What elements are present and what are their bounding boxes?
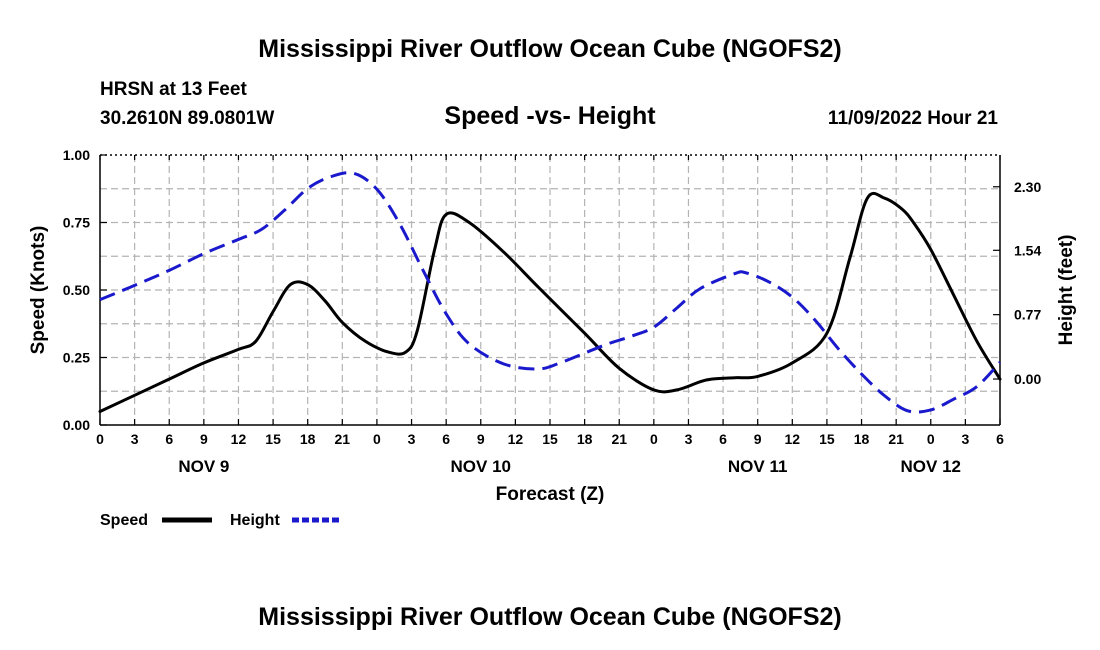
y2-tick-label: 0.00 [1014,371,1041,387]
forecast-datetime: 11/09/2022 Hour 21 [828,108,998,129]
x-tick-label: 3 [685,431,693,447]
x-tick-label: 15 [542,431,558,447]
x-tick-label: 9 [477,431,485,447]
x-tick-label: 12 [231,431,247,447]
x-tick-label: 21 [888,431,904,447]
station-name: HRSN at 13 Feet [100,79,247,100]
x-tick-label: 0 [927,431,935,447]
x-tick-label: 9 [200,431,208,447]
x-tick-label: 0 [96,431,104,447]
y2-tick-label: 2.30 [1014,179,1041,195]
y-tick-label: 0.75 [63,215,90,231]
y-tick-label: 1.00 [63,147,90,163]
x-tick-label: 3 [961,431,969,447]
x-tick-label: 15 [819,431,835,447]
x-tick-label: 18 [300,431,316,447]
x-tick-label: 0 [650,431,658,447]
y-tick-label: 0.25 [63,350,90,366]
x-day-label: NOV 9 [178,457,229,476]
page-title: Mississippi River Outflow Ocean Cube (NG… [258,35,841,63]
y2-tick-label: 1.54 [1014,242,1041,258]
x-tick-label: 9 [754,431,762,447]
x-tick-label: 6 [996,431,1004,447]
x-tick-label: 6 [719,431,727,447]
grid [100,155,1000,425]
x-tick-label: 3 [408,431,416,447]
x-tick-label: 18 [577,431,593,447]
x-tick-label: 12 [785,431,801,447]
x-axis-title: Forecast (Z) [496,484,605,505]
axes: 0 3 6 9 12 15 18 21 0 3 6 9 12 15 18 21 0 3 6 9 12 15 18 21 0 3 6N… [63,147,1042,476]
chart-title: Speed -vs- Height [444,102,656,130]
footer-title: Mississippi River Outflow Ocean Cube (NG… [258,603,841,631]
plot-area [98,171,1002,414]
y-axis-title: Speed (Knots) [28,226,49,355]
x-tick-label: 21 [335,431,351,447]
y-tick-label: 0.00 [63,417,90,433]
x-day-label: NOV 12 [901,457,961,476]
x-tick-label: 15 [265,431,281,447]
x-tick-label: 6 [165,431,173,447]
x-tick-label: 0 [373,431,381,447]
legend-label-speed: Speed [100,512,148,529]
x-tick-label: 12 [508,431,524,447]
y2-axis-title: Height (feet) [1056,235,1077,346]
series-line-height [99,171,1002,414]
legend-label-height: Height [230,512,280,529]
x-day-label: NOV 11 [728,457,788,476]
x-tick-label: 3 [131,431,139,447]
series-line-speed [98,191,1002,413]
x-day-label: NOV 10 [451,457,511,476]
x-tick-label: 6 [442,431,450,447]
y-tick-label: 0.50 [63,282,90,298]
x-tick-label: 18 [854,431,870,447]
x-tick-label: 21 [611,431,627,447]
y2-tick-label: 0.77 [1014,307,1041,323]
station-coordinates: 30.2610N 89.0801W [100,108,274,129]
legend: Speed Height [100,512,342,529]
